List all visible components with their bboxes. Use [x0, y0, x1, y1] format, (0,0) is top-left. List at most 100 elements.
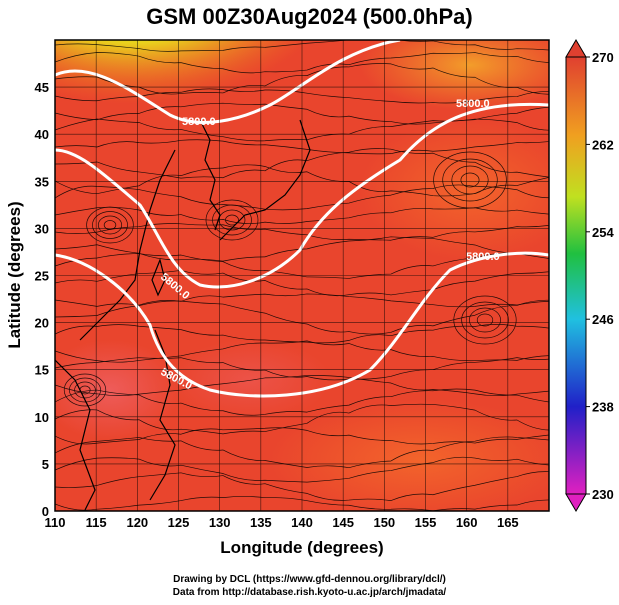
streamline: [55, 471, 549, 501]
x-axis-label: Longitude (degrees): [220, 538, 383, 557]
y-tick-label: 35: [35, 174, 49, 189]
colorbar-tick-label: 270: [592, 50, 614, 65]
streamline: [55, 403, 549, 435]
x-tick-labels: 110 115 120 125 130 135 140 145 150 155 160 165: [45, 515, 519, 530]
streamline: [55, 436, 549, 469]
vortex-ring: [103, 220, 117, 230]
x-tick-label: 115: [86, 515, 107, 530]
map-title: GSM 00Z30Aug2024 (500.0hPa): [146, 4, 473, 29]
vortex-ring: [218, 209, 246, 231]
streamline: [55, 456, 549, 483]
vortex-ring: [74, 381, 96, 399]
vortex-ring: [433, 151, 507, 209]
colorbar: 230 238 246 254 262 270: [565, 39, 614, 512]
streamline: [55, 496, 549, 511]
streamline: [55, 102, 549, 125]
streamline: [55, 40, 549, 52]
plot-frame: [54, 39, 550, 512]
streamlines: [55, 40, 549, 511]
streamline: [55, 223, 549, 241]
y-tick-label: 30: [35, 221, 49, 236]
coast-korea: [199, 119, 221, 231]
warm-region-ne: [360, 40, 549, 110]
streamline: [55, 270, 549, 297]
contour-label: 5800.0: [456, 98, 490, 110]
x-tick-label: 125: [168, 515, 190, 530]
x-tick-label: 120: [126, 515, 148, 530]
contours-5800: [55, 40, 549, 398]
streamline: [55, 427, 549, 445]
streamline: [55, 148, 549, 179]
contour-north: [55, 40, 401, 124]
y-axis-label: Latitude (degrees): [5, 201, 24, 348]
streamline: [55, 184, 549, 211]
credits: Drawing by DCL (https://www.gfd-dennou.o…: [0, 573, 619, 599]
y-tick-label: 20: [35, 316, 49, 331]
streamline: [55, 340, 549, 363]
vortex-ring: [63, 373, 107, 407]
streamline: [55, 139, 549, 155]
colorbar-tick-label: 230: [592, 487, 614, 502]
y-tick-label: 5: [42, 457, 49, 472]
streamline: [55, 293, 549, 308]
y-tick-label: 10: [35, 410, 49, 425]
x-tick-label: 160: [456, 515, 478, 530]
colorbar-tick-labels: 230 238 246 254 262 270: [586, 50, 614, 502]
vortex-ring: [460, 172, 480, 188]
x-tick-label: 140: [291, 515, 313, 530]
contour-south: [55, 251, 549, 398]
y-tick-label: 15: [35, 363, 49, 378]
colorbar-bottom-arrow: [565, 493, 587, 512]
coast-indochina: [55, 359, 96, 511]
vortex-ring: [461, 301, 509, 339]
colorbar-tick-label: 238: [592, 400, 614, 415]
vortex-ring: [205, 199, 259, 241]
coast-taiwan: [151, 258, 166, 297]
streamline: [55, 299, 549, 335]
credit-dcl: Drawing by DCL (https://www.gfd-dennou.o…: [173, 574, 446, 585]
vortex-ring: [97, 215, 123, 235]
vortex-ring: [453, 295, 517, 345]
x-tick-label: 165: [497, 515, 519, 530]
y-tick-label: 25: [35, 269, 49, 284]
streamline: [55, 375, 549, 397]
vortex-ring: [451, 165, 489, 195]
x-tick-label: 145: [332, 515, 354, 530]
y-tick-label: 45: [35, 80, 49, 95]
vortex-ring: [469, 307, 501, 333]
streamline: [55, 324, 549, 344]
vortex-ring: [225, 214, 239, 226]
colorbar-tick-label: 246: [592, 312, 614, 327]
colorbar-tick-label: 254: [592, 225, 614, 240]
y-tick-labels: 0 5 10 15 20 25 30 35 40 45: [35, 80, 49, 519]
colorbar-top-arrow: [565, 39, 587, 58]
x-tick-label: 135: [250, 515, 272, 530]
map-field: 5800.0 5800.0 5800.0 5800.0 5800.0: [55, 40, 549, 511]
streamline: [55, 52, 549, 74]
x-tick-label: 110: [45, 515, 66, 530]
x-tick-label: 130: [209, 515, 231, 530]
credit-data: Data from http://database.rish.kyoto-u.a…: [172, 587, 447, 598]
warm-region-east: [360, 120, 549, 260]
vortex-ring: [69, 377, 101, 403]
x-tick-label: 150: [373, 515, 395, 530]
warm-region-south: [270, 400, 549, 511]
x-tick-label: 155: [415, 515, 437, 530]
contour-label: 5800.0: [466, 251, 500, 263]
vortex-ring: [92, 211, 128, 239]
colorbar-bar: [565, 56, 587, 495]
colorbar-tick-label: 262: [592, 137, 614, 152]
y-tick-label: 0: [42, 504, 49, 519]
vortex-ring: [212, 204, 252, 236]
vortex-ring: [476, 313, 494, 327]
low-region: [55, 340, 180, 440]
y-tick-label: 40: [35, 127, 49, 142]
coast-japan: [219, 119, 311, 241]
streamline: [55, 357, 549, 381]
vortex-ring: [86, 206, 134, 244]
contour-label: 5800.0: [182, 116, 216, 128]
graticule: [55, 40, 549, 511]
contour-middle: [55, 102, 549, 289]
streamline: [55, 388, 549, 416]
